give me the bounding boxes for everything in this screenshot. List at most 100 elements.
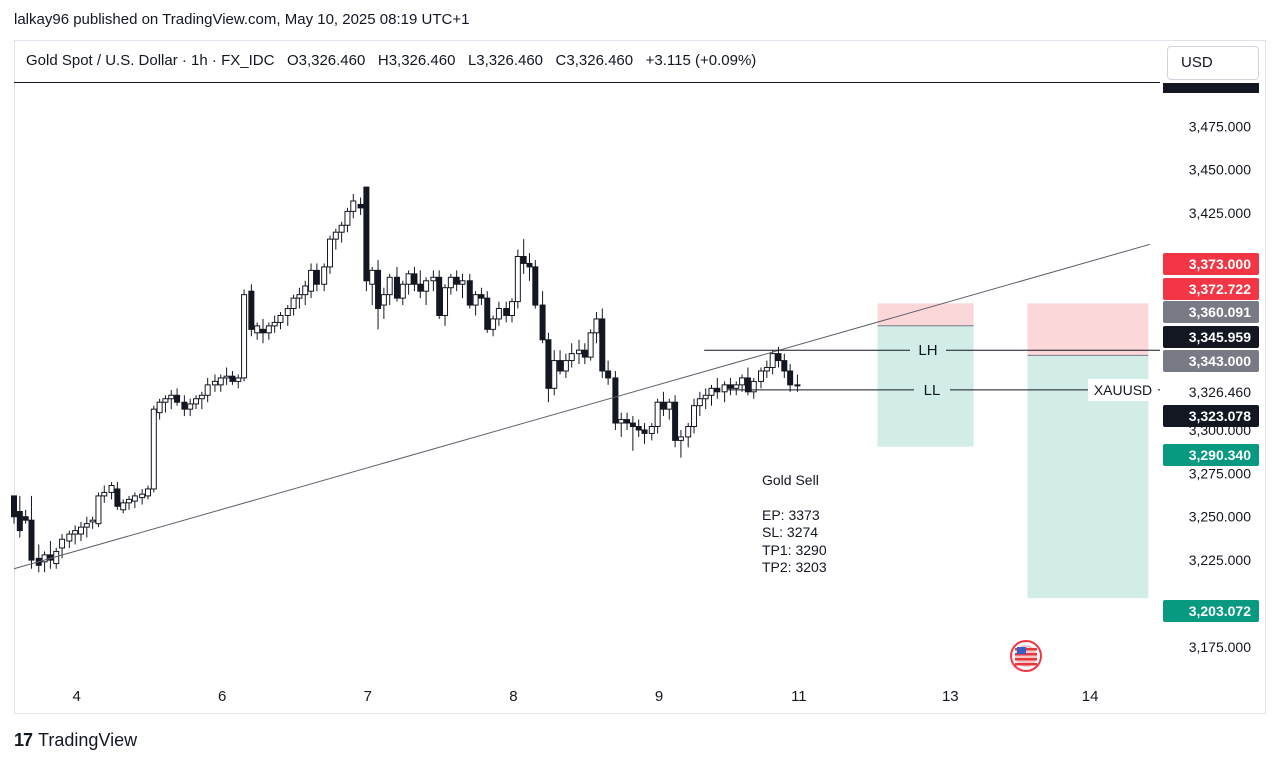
candle-body[interactable] bbox=[271, 321, 278, 327]
symbol-title[interactable]: Gold Spot / U.S. Dollar · 1h · FX_IDC bbox=[26, 52, 275, 69]
candle-body[interactable] bbox=[532, 266, 539, 306]
candle-body[interactable] bbox=[357, 203, 364, 209]
candle-body[interactable] bbox=[787, 370, 794, 386]
candle-body[interactable] bbox=[551, 360, 558, 389]
candle-body[interactable] bbox=[775, 353, 782, 362]
candle-body[interactable] bbox=[744, 377, 751, 393]
candle-body[interactable] bbox=[144, 488, 151, 497]
candle-body[interactable] bbox=[101, 491, 108, 497]
candle-body[interactable] bbox=[539, 304, 546, 341]
candle-body[interactable] bbox=[714, 387, 721, 393]
candle-body[interactable] bbox=[120, 502, 127, 511]
candle-body[interactable] bbox=[284, 308, 291, 316]
candle-body[interactable] bbox=[599, 318, 606, 372]
candle-body[interactable] bbox=[393, 276, 400, 299]
candle-body[interactable] bbox=[181, 401, 188, 410]
candle-body[interactable] bbox=[520, 255, 527, 264]
candle-body[interactable] bbox=[557, 360, 564, 372]
candle-body[interactable] bbox=[229, 375, 236, 382]
candle-body[interactable] bbox=[605, 370, 612, 379]
candle-body[interactable] bbox=[28, 519, 35, 561]
candle-body[interactable] bbox=[503, 308, 510, 316]
candle-body[interactable] bbox=[472, 294, 479, 306]
candle-body[interactable] bbox=[629, 422, 636, 428]
candle-body[interactable] bbox=[187, 403, 194, 410]
candle-body[interactable] bbox=[478, 294, 485, 299]
candle-body[interactable] bbox=[484, 297, 491, 330]
candle-body[interactable] bbox=[459, 280, 466, 285]
candle-body[interactable] bbox=[562, 360, 569, 372]
candle-body[interactable] bbox=[326, 238, 333, 268]
candle-body[interactable] bbox=[568, 353, 575, 362]
candle-body[interactable] bbox=[168, 394, 175, 400]
candle-body[interactable] bbox=[344, 210, 351, 226]
candle-body[interactable] bbox=[666, 401, 673, 410]
candle-body[interactable] bbox=[436, 276, 443, 316]
candle-body[interactable] bbox=[721, 384, 728, 393]
candle-body[interactable] bbox=[696, 398, 703, 407]
candle-body[interactable] bbox=[332, 231, 339, 240]
candle-body[interactable] bbox=[223, 375, 230, 379]
candle-body[interactable] bbox=[575, 349, 582, 355]
candle-body[interactable] bbox=[265, 325, 272, 334]
candle-body[interactable] bbox=[587, 332, 594, 358]
candle-body[interactable] bbox=[781, 360, 788, 372]
candle-body[interactable] bbox=[162, 398, 169, 403]
candle-body[interactable] bbox=[763, 367, 770, 372]
candle-body[interactable] bbox=[338, 224, 345, 233]
candle-body[interactable] bbox=[739, 377, 746, 386]
candle-body[interactable] bbox=[11, 495, 17, 518]
candle-body[interactable] bbox=[672, 401, 679, 441]
candle-body[interactable] bbox=[198, 394, 205, 400]
candle-body[interactable] bbox=[769, 353, 776, 369]
candle-body[interactable] bbox=[89, 519, 96, 523]
candle-body[interactable] bbox=[380, 294, 387, 306]
position-stop-zone[interactable] bbox=[1027, 303, 1149, 356]
currency-selector[interactable]: USD bbox=[1167, 46, 1259, 80]
candle-body[interactable] bbox=[423, 280, 430, 292]
candle-body[interactable] bbox=[727, 384, 734, 389]
candle-body[interactable] bbox=[248, 290, 255, 330]
candle-body[interactable] bbox=[131, 495, 138, 502]
candle-body[interactable] bbox=[363, 186, 370, 282]
candle-body[interactable] bbox=[139, 493, 146, 499]
candle-body[interactable] bbox=[290, 297, 297, 310]
candle-body[interactable] bbox=[174, 394, 181, 403]
candle-body[interactable] bbox=[733, 384, 740, 389]
candle-body[interactable] bbox=[514, 255, 521, 303]
candle-body[interactable] bbox=[509, 301, 516, 316]
candle-body[interactable] bbox=[156, 401, 163, 414]
candle-body[interactable] bbox=[702, 394, 709, 400]
candle-body[interactable] bbox=[126, 498, 133, 504]
candle-body[interactable] bbox=[241, 294, 248, 379]
candle-body[interactable] bbox=[386, 276, 393, 296]
footer-brand[interactable]: 17 TradingView bbox=[14, 730, 137, 751]
candle-body[interactable] bbox=[758, 370, 765, 382]
candle-body[interactable] bbox=[526, 262, 533, 268]
candle-body[interactable] bbox=[22, 516, 29, 521]
candle-body[interactable] bbox=[260, 328, 267, 334]
candle-body[interactable] bbox=[150, 408, 157, 490]
candle-body[interactable] bbox=[677, 436, 684, 441]
candle-body[interactable] bbox=[654, 401, 661, 428]
candle-body[interactable] bbox=[95, 495, 102, 525]
candle-body[interactable] bbox=[593, 318, 600, 334]
position-stop-zone[interactable] bbox=[877, 303, 974, 326]
candle-body[interactable] bbox=[405, 273, 412, 285]
candle-body[interactable] bbox=[495, 308, 502, 320]
candle-body[interactable] bbox=[350, 200, 357, 212]
candle-body[interactable] bbox=[375, 269, 382, 310]
candle-body[interactable] bbox=[302, 285, 309, 296]
candle-body[interactable] bbox=[612, 377, 619, 424]
candle-body[interactable] bbox=[442, 287, 449, 316]
candle-body[interactable] bbox=[211, 380, 218, 386]
candle-body[interactable] bbox=[193, 398, 200, 405]
candle-body[interactable] bbox=[641, 429, 648, 434]
candle-body[interactable] bbox=[750, 380, 757, 393]
candle-body[interactable] bbox=[708, 387, 715, 396]
candle-body[interactable] bbox=[466, 280, 473, 306]
candle-body[interactable] bbox=[321, 266, 328, 285]
candle-body[interactable] bbox=[794, 384, 801, 387]
candle-body[interactable] bbox=[313, 269, 320, 285]
